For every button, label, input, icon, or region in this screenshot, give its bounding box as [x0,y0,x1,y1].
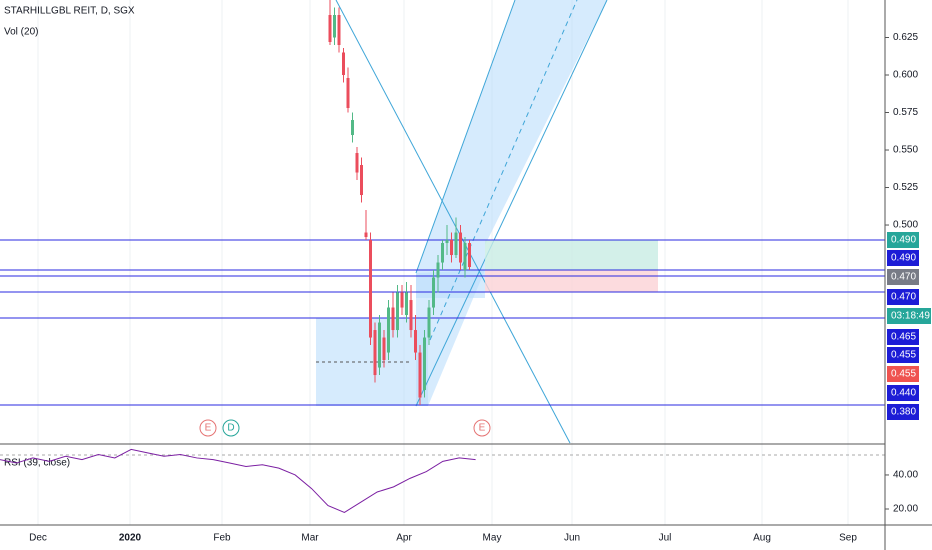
time-label: Jun [564,533,580,544]
time-label: Mar [301,533,319,544]
volume-label: Vol (20) [4,27,38,38]
price-tag: 0.440 [891,388,916,399]
time-label: Dec [29,533,47,544]
candle-body [387,307,390,353]
rsi-tick-label: 20.00 [893,504,918,515]
candle-body [423,337,426,391]
price-tag: 0.455 [891,350,916,361]
event-letter: E [205,423,212,434]
candle-body [450,240,453,256]
time-label: 2020 [119,533,142,544]
price-tag: 0.455 [891,369,916,380]
candle-body [418,352,422,398]
candle-body [396,292,399,331]
candle-body [369,240,372,338]
candle-body [463,243,467,271]
price-tag: 03:18:49 [891,311,930,322]
y-tick-label: 0.525 [893,182,918,193]
candle-body [454,232,458,256]
price-tag: 0.490 [891,253,916,264]
candle-body [382,337,386,361]
candle-body [436,262,440,278]
candle-body [378,322,381,368]
candle-body [328,15,332,43]
candle-body [445,240,449,244]
price-tag-bg [887,404,919,420]
time-label: May [483,533,502,544]
candle-body [337,15,341,46]
candle-body [360,165,363,196]
rsi-tick-label: 40.00 [893,470,918,481]
candle-body [414,330,417,353]
candle-body [468,243,471,268]
y-tick-label: 0.625 [893,32,918,43]
candle-body [346,78,350,109]
candle-body [364,232,368,238]
candle-body [342,52,345,76]
candle-body [441,243,444,263]
price-tag: 0.465 [891,332,916,343]
candle-body [400,292,404,308]
price-tag: 0.380 [891,407,916,418]
price-tag-bg [887,347,919,363]
candle-body [373,330,377,376]
price-tag-bg [887,250,919,266]
candle-body [459,232,462,263]
candle-body [405,292,408,316]
event-icon [473,419,491,437]
rsi-line [0,448,476,513]
price-tag-bg [887,329,919,345]
price-tag: 0.470 [891,292,916,303]
time-label: Aug [753,533,771,544]
candle-body [355,153,359,173]
drawings [0,0,885,444]
candle-body [427,307,431,338]
candle-body [333,15,336,38]
candle-body [391,307,395,331]
y-tick-label: 0.500 [893,220,918,231]
time-label: Apr [396,533,412,544]
price-tag-bg [887,289,919,305]
y-tick-label: 0.550 [893,145,918,156]
time-label: Sep [839,533,857,544]
event-letter: D [227,423,234,434]
candle-body [409,300,413,331]
candle-body [351,120,354,136]
event-icon [222,419,240,437]
event-letter: E [479,423,486,434]
price-tag-bg [887,232,919,248]
price-tag-bg [887,385,919,401]
symbol-title: STARHILLGBL REIT, D, SGX [4,6,135,17]
price-tag: 0.470 [891,272,916,283]
rsi-label: RSI (39, close) [4,458,70,469]
candle-body [432,277,435,308]
time-label: Feb [213,533,231,544]
event-icon [199,419,217,437]
price-tag-bg [887,366,919,382]
price-tag: 0.490 [891,235,916,246]
y-tick-label: 0.575 [893,107,918,118]
y-tick-label: 0.600 [893,70,918,81]
price-tag-bg [887,269,919,285]
time-label: Jul [659,533,672,544]
price-tag-bg [887,308,931,324]
